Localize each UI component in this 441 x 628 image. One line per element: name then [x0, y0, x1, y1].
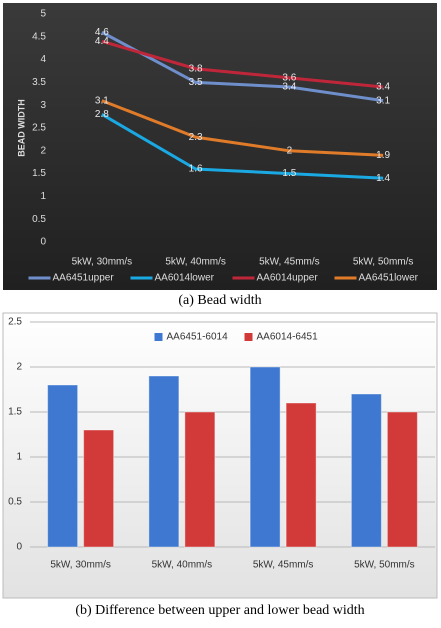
x-tick-label: 5kW, 45mm/s	[253, 560, 314, 571]
y-tick-label: 2	[40, 145, 46, 156]
y-tick-label: 2	[16, 362, 22, 373]
y-tick-label: 4.5	[32, 31, 46, 42]
data-label: 3.1	[95, 95, 109, 106]
legend-label: AA6451lower	[359, 273, 419, 284]
bar	[148, 375, 180, 548]
bar	[350, 393, 382, 548]
x-tick-label: 5kW, 45mm/s	[259, 257, 320, 268]
legend-swatch	[154, 333, 163, 341]
data-label: 1.6	[189, 164, 203, 175]
x-tick-label: 5kW, 50mm/s	[353, 257, 414, 268]
y-tick-label: 0.5	[32, 214, 46, 225]
bar	[47, 384, 79, 548]
legend-label: AA6014upper	[257, 273, 319, 284]
line	[101, 30, 384, 103]
data-label: 1.5	[282, 168, 296, 179]
data-label: 3.4	[376, 82, 390, 93]
chart-a-background	[3, 3, 437, 290]
y-tick-label: 2.5	[8, 317, 22, 328]
y-tick-label: 3	[40, 100, 46, 111]
data-label: 3.8	[189, 63, 203, 74]
data-label: 3.5	[189, 77, 203, 88]
y-tick-label: 1.5	[32, 168, 46, 179]
x-tick-label: 5kW, 50mm/s	[354, 560, 415, 571]
bar	[249, 366, 281, 548]
y-tick-label: 2.5	[32, 123, 46, 134]
y-axis-label: BEAD WIDTH	[16, 99, 26, 157]
y-tick-label: 0	[16, 542, 22, 553]
data-label: 4.6	[95, 27, 109, 38]
data-label: 2.3	[189, 132, 203, 143]
legend-label: AA6451-6014	[167, 332, 229, 343]
legend-label: AA6014-6451	[257, 332, 319, 343]
legend-swatch	[244, 333, 253, 341]
data-label: 1.9	[376, 150, 390, 161]
y-tick-label: 1	[16, 452, 22, 463]
line	[101, 99, 384, 157]
bar	[285, 402, 317, 548]
data-label: 3.1	[376, 95, 390, 106]
data-label: 3.6	[282, 72, 296, 83]
x-tick-label: 5kW, 30mm/s	[50, 560, 111, 571]
bar	[184, 411, 216, 548]
data-label: 4.4	[95, 36, 109, 47]
caption: (b) Difference between upper and lower b…	[75, 603, 364, 618]
x-tick-label: 5kW, 30mm/s	[72, 257, 133, 268]
y-tick-label: 1.5	[8, 407, 22, 418]
legend-label: AA6014lower	[155, 273, 215, 284]
legend-label: AA6451upper	[53, 273, 115, 284]
line	[101, 39, 384, 89]
y-tick-label: 0	[40, 237, 46, 248]
data-label: 3.4	[282, 82, 296, 93]
data-label: 1.4	[376, 173, 390, 184]
bar	[386, 411, 418, 548]
y-tick-label: 1	[40, 191, 46, 202]
y-tick-label: 3.5	[32, 77, 46, 88]
line	[101, 113, 384, 180]
x-tick-label: 5kW, 40mm/s	[152, 560, 213, 571]
y-tick-label: 5	[40, 9, 46, 20]
y-tick-label: 4	[40, 54, 46, 65]
data-label: 2.8	[95, 109, 109, 120]
data-label: 2	[287, 145, 293, 156]
bar	[83, 429, 115, 548]
caption: (a) Bead width	[178, 293, 261, 308]
x-tick-label: 5kW, 40mm/s	[165, 257, 226, 268]
y-tick-label: 0.5	[8, 497, 22, 508]
